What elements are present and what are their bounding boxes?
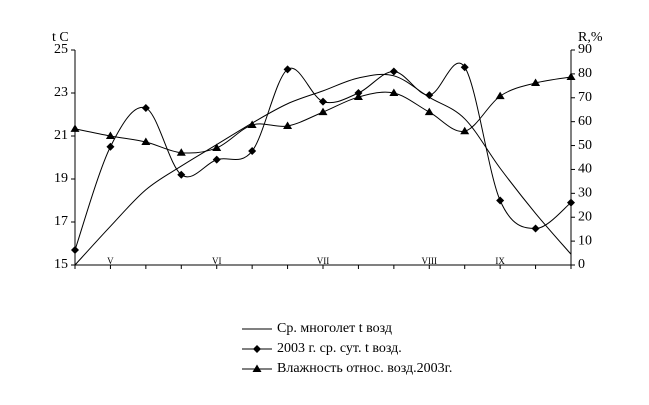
y-tick-label: 17 <box>54 214 68 229</box>
y2-tick-label: 20 <box>578 209 592 224</box>
y-tick-label: 19 <box>54 171 68 186</box>
series-marker <box>353 92 363 101</box>
legend-marker <box>252 364 262 372</box>
y2-tick-label: 10 <box>578 233 592 248</box>
y-tick-label: 15 <box>54 257 68 272</box>
series-marker <box>212 155 221 164</box>
series-marker <box>389 67 398 76</box>
series-marker <box>566 72 576 80</box>
series-marker <box>460 63 469 72</box>
y2-axis-label: R,% <box>578 30 603 45</box>
y2-tick-label: 70 <box>578 90 592 105</box>
series-marker <box>283 121 293 129</box>
series-marker <box>212 143 222 151</box>
series-marker <box>283 65 292 74</box>
y-axis-label: t C <box>52 30 69 45</box>
series-marker <box>389 88 399 96</box>
series-line <box>74 73 572 266</box>
series-marker <box>531 78 541 86</box>
series-marker <box>531 224 540 233</box>
y2-tick-label: 60 <box>578 114 592 129</box>
x-tick-label: VII <box>317 256 330 266</box>
x-tick-label: VIII <box>422 256 438 266</box>
x-tick-label: IX <box>495 256 505 266</box>
series-marker <box>248 147 257 156</box>
series-marker <box>141 137 151 145</box>
legend-label: 2003 г. ср. сут. t возд. <box>277 341 402 356</box>
series-marker <box>460 126 470 135</box>
series-marker <box>567 198 575 207</box>
y2-tick-label: 0 <box>578 257 585 272</box>
series-marker <box>425 91 434 100</box>
series-marker <box>495 91 505 100</box>
legend-label: Влажность относ. возд.2003г. <box>277 361 452 376</box>
x-tick-label: VI <box>212 256 222 266</box>
series-marker <box>496 196 505 205</box>
series-marker <box>424 107 434 116</box>
y2-tick-label: 50 <box>578 138 592 153</box>
y2-tick-label: 40 <box>578 162 592 177</box>
series-marker <box>70 124 80 132</box>
series-marker <box>318 107 328 116</box>
series-marker <box>141 104 150 113</box>
legend-label: Ср. многолет t возд <box>277 321 392 336</box>
series-marker <box>71 245 79 254</box>
x-tick-label: V <box>107 256 114 266</box>
y2-tick-label: 80 <box>578 66 592 81</box>
y2-tick-label: 90 <box>578 42 592 57</box>
y-tick-label: 23 <box>54 85 68 100</box>
legend-marker <box>253 345 261 353</box>
series-marker <box>105 131 115 139</box>
series-marker <box>177 170 186 179</box>
series-marker <box>176 148 186 156</box>
y-tick-label: 21 <box>54 128 68 143</box>
y2-tick-label: 30 <box>578 186 592 201</box>
y-tick-label: 25 <box>54 42 68 57</box>
series-marker <box>247 120 257 129</box>
series-marker <box>106 142 115 151</box>
series-marker <box>319 97 327 106</box>
